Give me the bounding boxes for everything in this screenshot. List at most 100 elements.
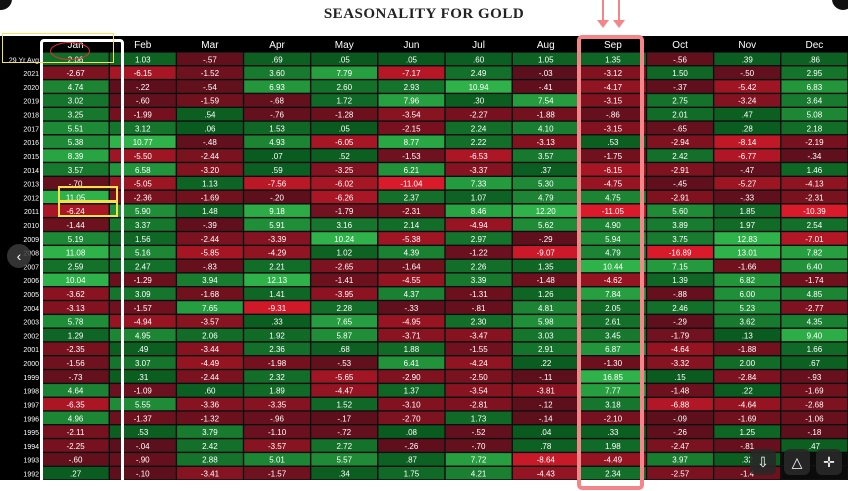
heatmap-cell [109, 79, 177, 94]
heatmap-cell [713, 411, 781, 425]
heatmap-cell [445, 52, 512, 66]
heatmap-cell [243, 314, 311, 328]
heatmap-cell [445, 204, 512, 218]
heatmap-cell [646, 383, 714, 397]
cell-value: 3.57 [538, 152, 554, 161]
heatmap-cell [243, 466, 311, 480]
cell-value: -3.35 [268, 400, 287, 409]
cell-value: -1.29 [134, 276, 153, 285]
cell-value: -1.79 [671, 331, 690, 340]
heatmap-cell [646, 66, 714, 80]
cell-value: -.90 [136, 456, 150, 465]
cell-value: 5.57 [336, 456, 352, 465]
heatmap-cell [243, 107, 311, 121]
cell-value: -.54 [203, 83, 217, 92]
cell-value: 4.10 [538, 124, 554, 133]
row-label: 2021 [23, 71, 39, 78]
cell-value: -.70 [69, 180, 83, 189]
heatmap-cell [176, 245, 244, 259]
row-label: 2008 [23, 251, 39, 258]
cell-value: 12.13 [267, 276, 288, 285]
cell-value: 3.12 [135, 124, 151, 133]
row-label: 2007 [23, 264, 39, 271]
heatmap-cell [310, 66, 378, 80]
cell-value: 2.00 [739, 359, 755, 368]
heatmap-cell [646, 107, 714, 121]
cell-value: -.57 [203, 55, 217, 64]
cell-value: 8.39 [68, 152, 84, 161]
heatmap-cell [176, 425, 244, 439]
cell-value: 5.08 [807, 111, 823, 120]
cell-value: 3.02 [68, 97, 84, 106]
cell-value: -.68 [270, 97, 284, 106]
cell-value: -.26 [405, 442, 419, 451]
cell-value: 1.72 [336, 97, 352, 106]
cell-value: 4.64 [68, 387, 84, 396]
cell-value: 2.97 [471, 235, 487, 244]
share-icon[interactable]: △ [784, 449, 810, 475]
cell-value: .37 [540, 166, 552, 175]
heatmap-cell [243, 259, 311, 273]
cell-value: -8.64 [537, 456, 556, 465]
cell-value: .05 [339, 124, 351, 133]
heatmap-cell [109, 135, 177, 149]
heatmap-cell [176, 176, 244, 190]
heatmap-cell [646, 217, 714, 232]
cell-value: -.33 [740, 193, 754, 202]
cell-value: .52 [339, 152, 351, 161]
cell-value: .08 [406, 428, 418, 437]
cell-value: -.45 [673, 180, 687, 189]
cell-value: 2.72 [336, 442, 352, 451]
cell-value: -3.15 [604, 97, 623, 106]
heatmap-cell [109, 245, 177, 259]
heatmap-cell [713, 369, 781, 384]
cell-value: 5.30 [538, 180, 554, 189]
cell-value: 2.37 [404, 193, 420, 202]
cell-value: 7.79 [336, 69, 352, 78]
cell-value: -1.64 [402, 262, 421, 271]
cell-value: 5.78 [68, 318, 84, 327]
cell-value: 2.61 [605, 318, 621, 327]
cell-value: -2.31 [805, 193, 824, 202]
cell-value: .69 [272, 55, 284, 64]
row-label: 1992 [23, 472, 39, 479]
heatmap-cell [310, 411, 378, 425]
cell-value: 6.58 [135, 166, 151, 175]
cell-value: 4.21 [471, 470, 487, 479]
column-header: Jun [403, 40, 419, 51]
cell-value: 5.87 [336, 331, 352, 340]
cell-value: 2.95 [807, 69, 823, 78]
cell-value: -4.43 [537, 470, 556, 479]
cell-value: .60 [204, 387, 216, 396]
heatmap-cell [713, 259, 781, 273]
heatmap-cell [109, 93, 177, 107]
cell-value: .67 [809, 359, 821, 368]
heatmap-cell [310, 162, 378, 177]
heatmap-cell [378, 162, 445, 177]
heatmap-cell [243, 273, 311, 287]
heatmap-cell [176, 217, 244, 232]
cell-value: 10.04 [66, 276, 87, 285]
cell-value: 2.42 [672, 152, 688, 161]
expand-icon[interactable]: ✛ [816, 449, 842, 475]
row-label: 2018 [23, 113, 39, 120]
cell-value: 2.05 [605, 304, 621, 313]
heatmap-cell [109, 355, 177, 370]
heatmap-cell [310, 107, 378, 121]
cell-value: -2.84 [738, 373, 757, 382]
heatmap-cell [378, 148, 445, 163]
cell-value: -3.62 [66, 290, 85, 299]
cell-value: 2.30 [471, 318, 487, 327]
row-label: 2015 [23, 154, 39, 161]
heatmap-cell [109, 217, 177, 232]
heatmap-cell [378, 66, 445, 80]
cell-value: -.60 [136, 97, 150, 106]
cell-value: -11.04 [400, 180, 423, 189]
chevron-left-icon[interactable]: ‹ [7, 244, 31, 268]
cell-value: -1.88 [537, 111, 556, 120]
cell-value: -1.99 [134, 111, 153, 120]
cell-value: 5.01 [269, 456, 285, 465]
row-label: 1994 [23, 444, 39, 451]
heatmap-cell [109, 286, 177, 301]
download-icon[interactable]: ⇩ [750, 449, 776, 475]
